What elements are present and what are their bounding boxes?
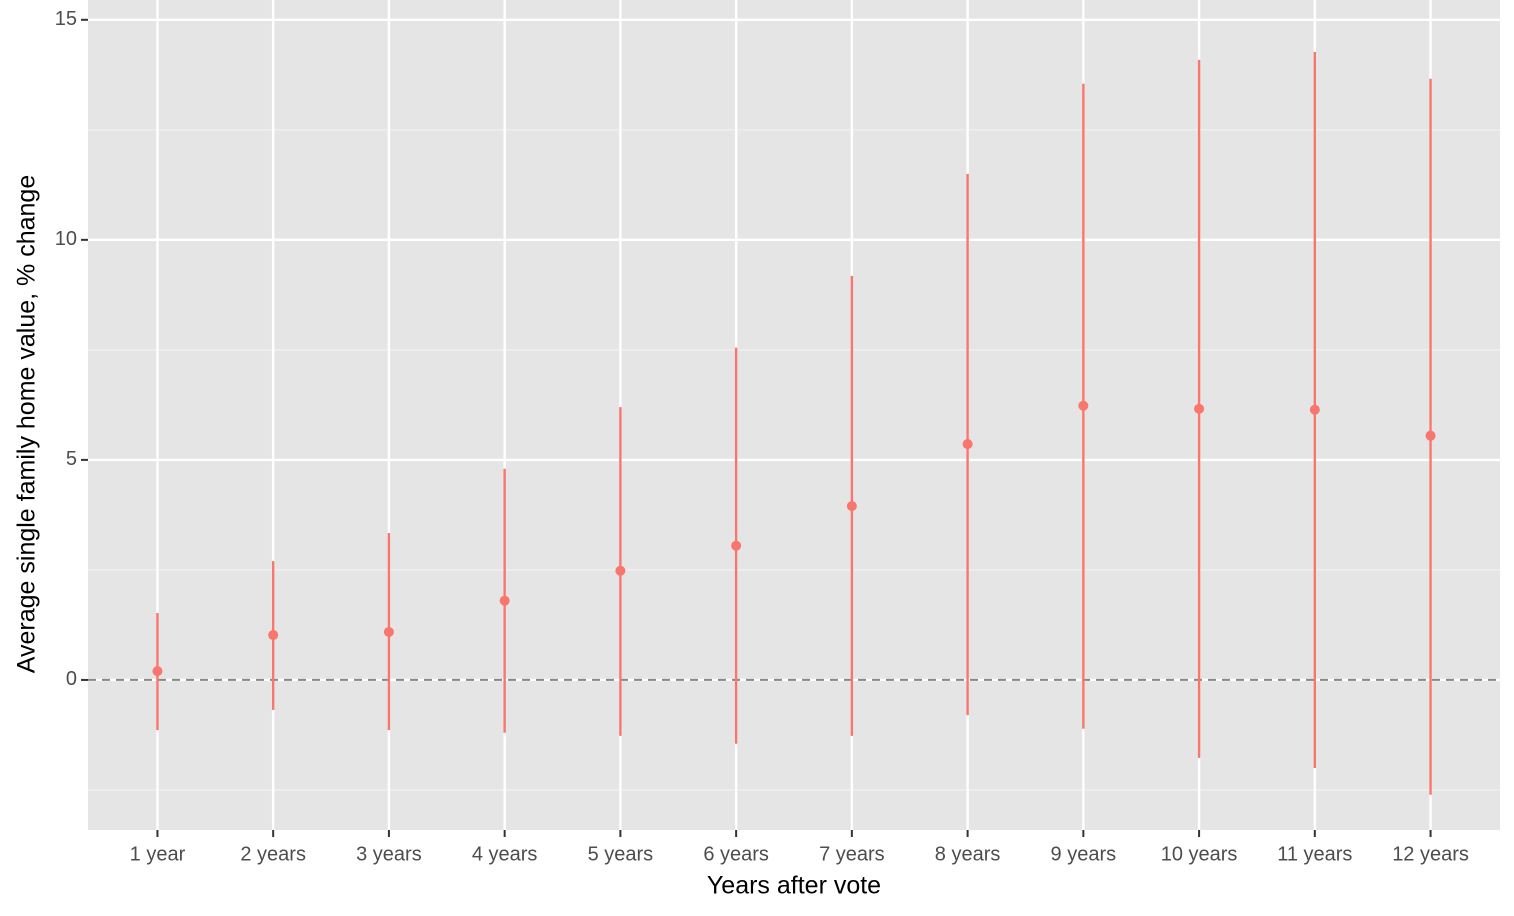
panel xyxy=(88,0,1500,830)
point xyxy=(962,439,973,450)
x-tick-label: 6 years xyxy=(703,843,769,865)
point xyxy=(615,565,626,576)
x-tick-label: 7 years xyxy=(819,843,885,865)
y-tick-label: 15 xyxy=(55,8,77,30)
point xyxy=(268,630,279,641)
x-axis-title: Years after vote xyxy=(707,872,881,900)
point xyxy=(1194,403,1205,414)
point xyxy=(383,626,394,637)
x-tick-label: 9 years xyxy=(1051,843,1117,865)
x-tick-label: 3 years xyxy=(356,843,422,865)
point xyxy=(1078,400,1089,411)
x-tick-label: 10 years xyxy=(1161,843,1238,865)
x-tick-label: 8 years xyxy=(935,843,1001,865)
x-tick-label: 4 years xyxy=(472,843,538,865)
x-tick-label: 11 years xyxy=(1277,843,1352,865)
x-tick-label: 12 years xyxy=(1392,843,1469,865)
y-axis-title: Average single family home value, % chan… xyxy=(13,175,41,673)
point xyxy=(152,666,163,677)
x-tick-label: 1 year xyxy=(130,843,186,865)
point xyxy=(731,540,742,551)
x-tick-label: 5 years xyxy=(588,843,654,865)
point xyxy=(1425,430,1436,441)
y-tick-label: 10 xyxy=(55,228,77,250)
x-tick-label: 2 years xyxy=(240,843,306,865)
y-tick-label: 5 xyxy=(66,448,77,470)
point xyxy=(499,595,510,606)
point xyxy=(846,501,857,512)
y-tick-label: 0 xyxy=(66,668,77,690)
point xyxy=(1309,404,1320,415)
